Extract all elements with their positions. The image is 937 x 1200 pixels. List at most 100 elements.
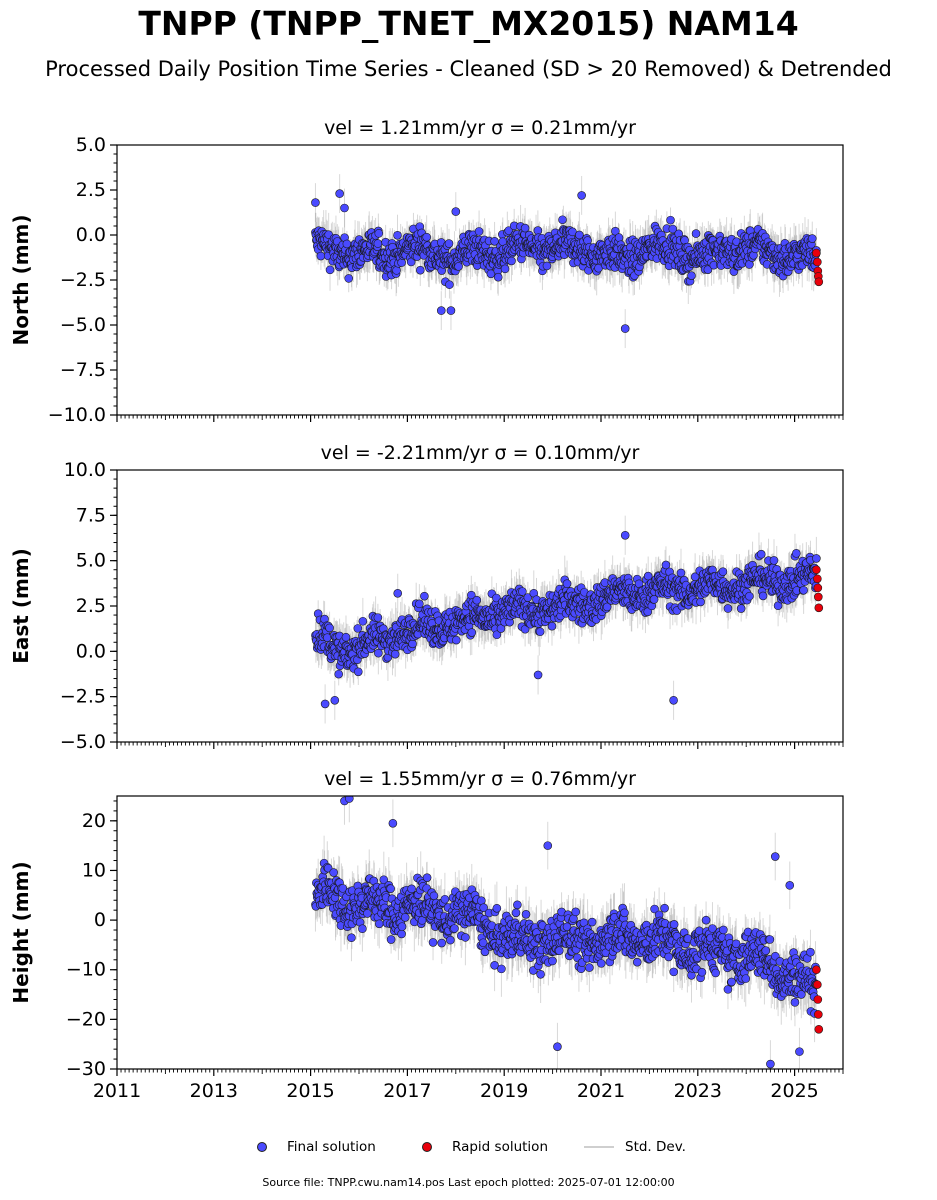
rapid-point [814, 277, 824, 287]
final-point [643, 571, 653, 581]
final-point [374, 229, 384, 238]
final-point [533, 670, 543, 680]
final-point [669, 695, 678, 705]
plot-area [311, 174, 824, 349]
final-point [493, 272, 503, 282]
final-point [451, 635, 461, 645]
rapid-point [813, 574, 822, 584]
final-point [533, 226, 543, 235]
final-point [325, 623, 334, 633]
final-point [723, 604, 733, 613]
final-point [718, 567, 728, 576]
final-point [703, 265, 713, 274]
final-point [496, 624, 506, 633]
y-tick-label: 10.0 [64, 459, 106, 481]
final-point [792, 549, 801, 558]
y-tick-label: −2.5 [60, 269, 106, 291]
final-point [518, 587, 527, 596]
final-point [408, 639, 417, 649]
final-point [330, 695, 340, 705]
final-point [390, 649, 400, 659]
final-point [472, 595, 482, 605]
final-point [446, 306, 456, 315]
final-point [687, 271, 696, 280]
final-point [507, 256, 516, 266]
final-point [335, 189, 344, 198]
final-point [807, 234, 817, 243]
final-point [374, 648, 383, 658]
final-point [602, 602, 612, 612]
final-point [436, 306, 446, 315]
y-tick-label: −5.0 [60, 314, 106, 336]
chart-subtitle: Processed Daily Position Time Series - C… [45, 57, 892, 81]
final-point [611, 226, 620, 236]
final-point [420, 591, 429, 601]
y-tick-label: 0.0 [76, 224, 106, 246]
final-point [325, 265, 335, 275]
final-point [691, 229, 701, 238]
final-point [342, 239, 352, 249]
final-point [575, 230, 584, 240]
final-point [445, 280, 454, 289]
y-tick-label: 2.5 [76, 595, 106, 617]
final-point [358, 616, 368, 626]
y-axis-label: Height (mm) [9, 861, 33, 1003]
y-tick-label: −5.0 [60, 731, 106, 753]
final-point [454, 262, 463, 271]
final-point [696, 597, 705, 607]
subplot-title: vel = 1.21mm/yr σ = 0.21mm/yr [324, 117, 636, 139]
y-tick-label: 0.0 [76, 640, 106, 662]
final-point [769, 556, 779, 565]
final-point [397, 258, 406, 267]
rapid-point [814, 592, 823, 602]
subplot-north: vel = 1.21mm/yr σ = 0.21mm/yr North (mm) 5… [9, 117, 844, 426]
y-tick-label: 5.0 [76, 134, 106, 156]
final-point [373, 613, 383, 622]
rapid-solution-series [812, 248, 824, 287]
final-point [577, 191, 586, 200]
final-point [745, 591, 754, 601]
final-point [444, 239, 454, 248]
final-point [340, 203, 349, 213]
final-point [393, 589, 403, 598]
final-point [451, 207, 461, 216]
final-point [620, 530, 630, 540]
subplot-title: vel = -2.21mm/yr σ = 0.10mm/yr [321, 442, 640, 464]
final-point [558, 215, 567, 225]
y-tick-label: 7.5 [76, 504, 106, 526]
final-point [812, 554, 821, 563]
rapid-point [812, 565, 821, 575]
final-point [415, 599, 424, 609]
plot-area [311, 796, 824, 1069]
rapid-point [813, 583, 823, 593]
subplot-east: vel = -2.21mm/yr σ = 0.10mm/yr East (mm) 1… [9, 442, 844, 753]
final-point [799, 585, 808, 595]
y-tick-label: −2.5 [60, 686, 106, 708]
plot-area [311, 515, 824, 724]
final-point [415, 265, 425, 275]
final-point [535, 627, 545, 637]
rapid-point [813, 257, 822, 267]
std-dev-series [314, 515, 817, 724]
time-series-chart: vel = 1.21mm/yr σ = 0.21mm/yr North (mm) 5… [9, 117, 844, 1102]
final-point [547, 621, 557, 631]
final-point [492, 630, 502, 640]
final-point [504, 226, 514, 235]
final-point [562, 579, 572, 588]
final-point [666, 215, 675, 225]
final-point [756, 549, 766, 559]
y-tick-label: 5.0 [76, 550, 106, 572]
final-point [758, 591, 768, 601]
rapid-point [812, 248, 821, 258]
final-point [620, 324, 630, 333]
final-point [668, 224, 678, 234]
y-tick-label: −7.5 [60, 359, 106, 381]
final-point [373, 239, 383, 248]
final-point [334, 669, 343, 679]
final-point [353, 667, 363, 677]
final-point [474, 227, 484, 236]
y-axis-label: East (mm) [9, 548, 33, 664]
final-point [676, 568, 686, 578]
final-point [520, 223, 530, 233]
chart-title: TNPP (TNPP_TNET_MX2015) NAM14 [138, 4, 799, 43]
